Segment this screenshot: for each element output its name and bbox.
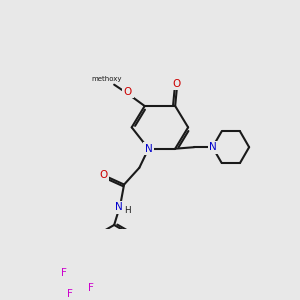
Text: O: O [172,79,181,89]
Text: N: N [209,142,217,152]
Text: F: F [61,268,67,278]
Text: O: O [124,86,132,97]
Text: N: N [115,202,123,212]
Text: methoxy: methoxy [91,76,122,82]
Text: F: F [67,290,73,299]
Text: N: N [145,144,152,154]
Text: F: F [88,283,94,292]
Text: N: N [209,142,217,152]
Text: O: O [99,170,108,180]
Text: H: H [124,206,130,215]
